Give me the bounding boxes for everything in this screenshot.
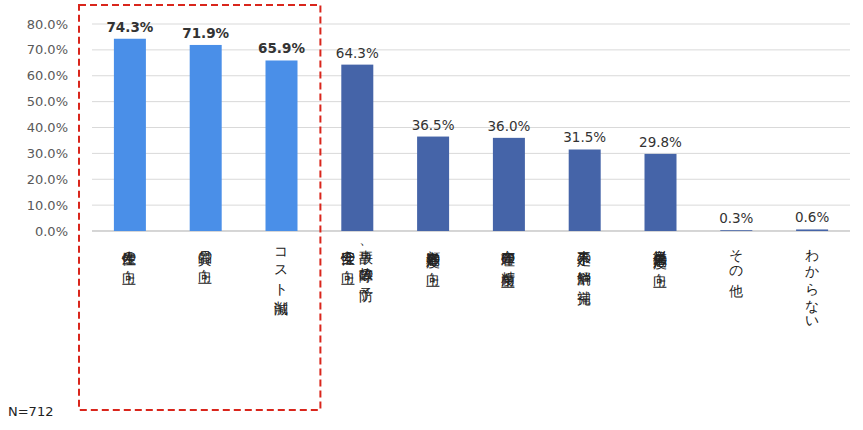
bars — [114, 39, 828, 231]
category-label: 生産性の向上 — [121, 239, 139, 261]
bar — [114, 39, 146, 231]
bar — [796, 229, 828, 231]
tick-label: 0.0% — [35, 224, 68, 239]
bar — [569, 149, 601, 231]
category-label: 品質の向上 — [197, 239, 215, 260]
data-label: 64.3% — [336, 45, 379, 61]
data-label: 31.5% — [563, 129, 606, 145]
data-label: 29.8% — [639, 134, 682, 150]
tick-label: 10.0% — [27, 198, 68, 213]
category-label: 在庫管理の精度向上 — [500, 239, 518, 264]
tick-label: 80.0% — [27, 17, 68, 32]
tick-label: 70.0% — [27, 42, 68, 57]
tick-label: 40.0% — [27, 120, 68, 135]
bar — [645, 154, 677, 231]
tick-label: 60.0% — [27, 68, 68, 83]
category-label: 顧客満足度の向上 — [424, 239, 442, 263]
category-label: 従業員満足度の向上 — [652, 239, 670, 264]
bar — [493, 138, 525, 231]
category-label: 人手不足の解消や補完 — [576, 239, 594, 281]
stage: 0.0% 10.0% 20.0% 30.0% 40.0% 50.0% 60.0% 70.0% 8… — [0, 0, 863, 430]
annotation: N=712 — [8, 404, 53, 419]
highlight-box — [79, 5, 320, 410]
category-label: その他 — [727, 239, 745, 274]
data-label: 36.0% — [487, 118, 530, 134]
chart: 0.0% 10.0% 20.0% 30.0% 40.0% 50.0% 60.0% 70.0% 8… — [0, 0, 863, 430]
category-label: コスト削減 — [273, 239, 291, 292]
grid — [92, 24, 850, 231]
data-label: 36.5% — [412, 117, 455, 133]
data-label: 65.9% — [258, 40, 305, 56]
bar — [341, 65, 373, 231]
bar — [720, 230, 752, 231]
data-label: 0.3% — [719, 210, 753, 226]
bar — [266, 60, 298, 231]
bar — [417, 137, 449, 231]
tick-label: 50.0% — [27, 94, 68, 109]
category-label: 事故、故障等の予防 安全性の向上 — [339, 239, 375, 278]
tick-label: 30.0% — [27, 146, 68, 161]
data-label: 0.6% — [795, 209, 829, 225]
bar — [190, 45, 222, 231]
data-label: 71.9% — [182, 25, 229, 41]
data-label: 74.3% — [106, 19, 153, 35]
category-label: わからない — [803, 239, 821, 324]
tick-label: 20.0% — [27, 172, 68, 187]
